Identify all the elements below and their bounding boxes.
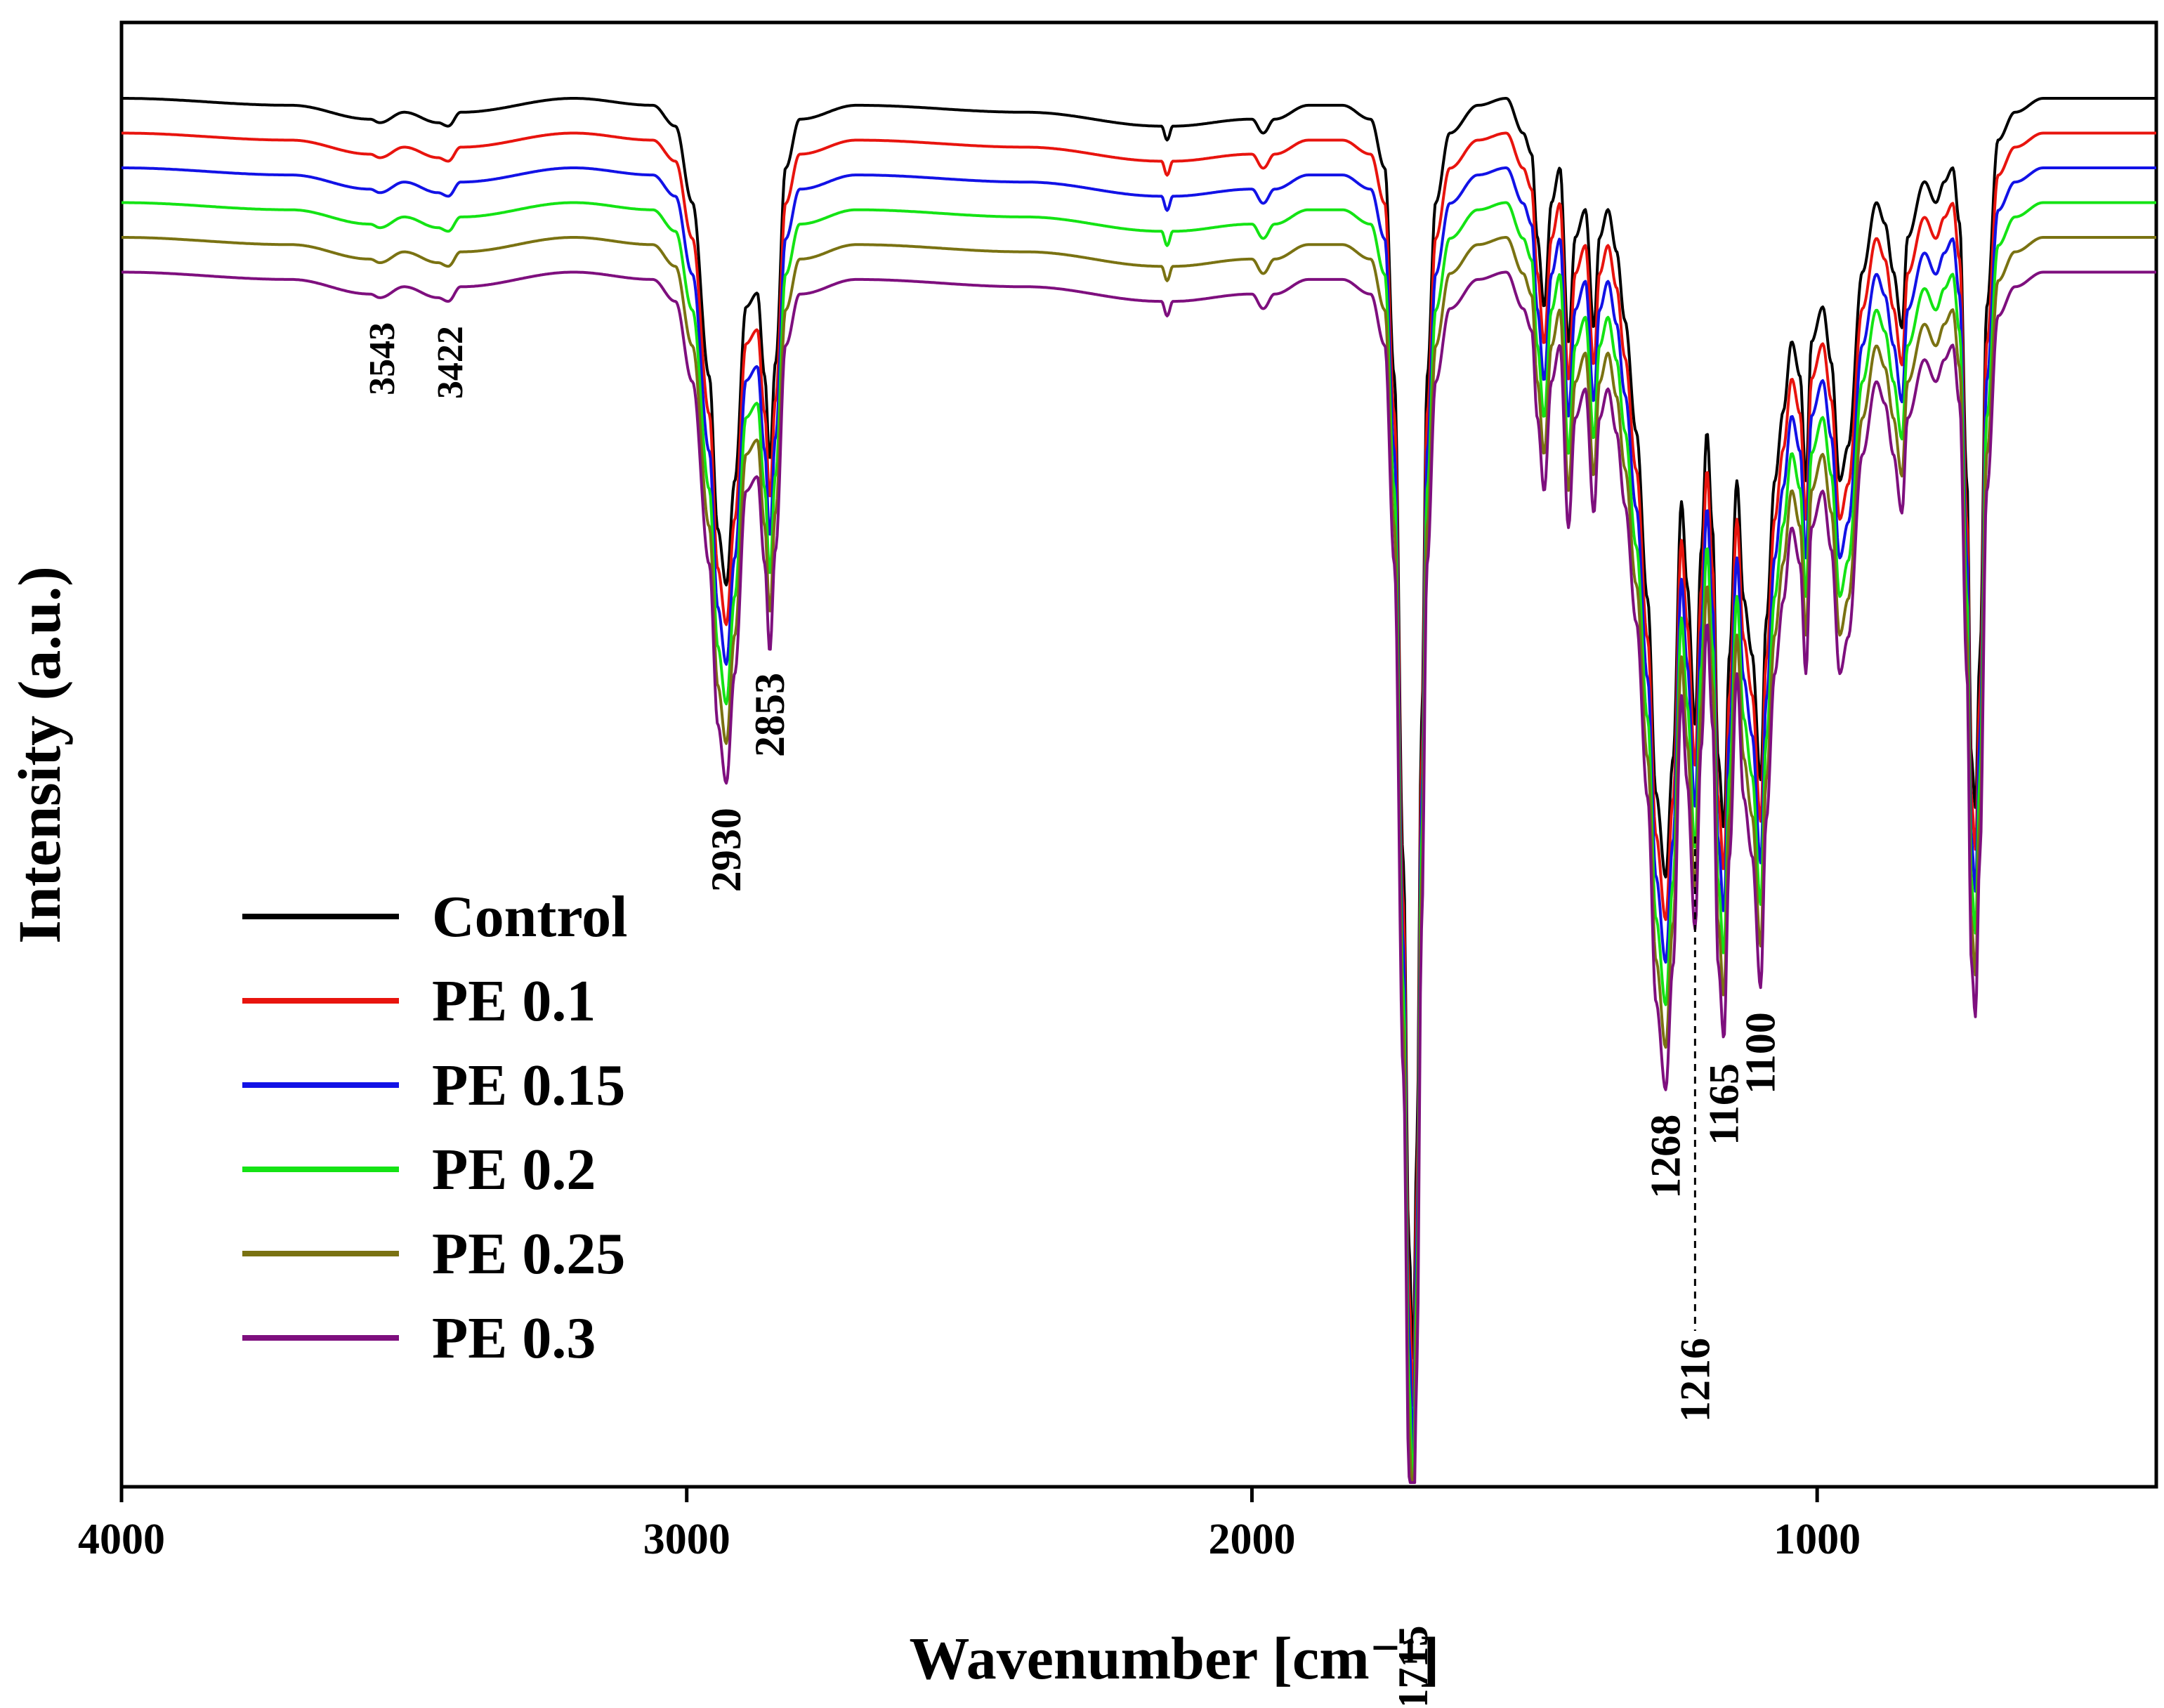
series-line-control [121,97,2157,1360]
x-tick-label: 4000 [78,1516,165,1563]
peak-annotation: 1268 [1643,1115,1689,1199]
peak-annotation: 2853 [747,673,793,757]
legend-item: Control [242,884,627,950]
peak-annotation: 1216 [1672,836,1718,1422]
peak-label: 3543 [362,322,402,395]
plot-frame [119,20,2158,1489]
peak-label: 3422 [431,326,471,399]
peak-annotation: 3422 [431,326,471,399]
peak-annotation: 3543 [362,322,402,395]
peak-annotation: 1165 [1700,1063,1747,1145]
peak-label: 1165 [1700,1063,1747,1145]
series-line-pe-0-1 [121,131,2157,1407]
x-tick-label: 3000 [643,1516,730,1563]
x-tick-label: 2000 [1208,1516,1295,1563]
legend-label: PE 0.3 [432,1306,596,1371]
y-axis-title: Intensity (a.u.) [6,566,73,944]
series-line-pe-0-2 [121,201,2157,1484]
legend-item: PE 0.3 [242,1306,596,1371]
peak-label: 1216 [1672,1338,1718,1422]
series-line-pe-0-15 [121,166,2157,1454]
x-axis-title: Wavenumber [cm⁻¹] [909,1624,1439,1692]
peak-annotation: 1715 [1390,1625,1436,1708]
series-line-pe-0-25 [121,236,2157,1484]
legend-item: PE 0.25 [242,1221,625,1287]
legend-label: PE 0.25 [432,1221,625,1287]
series-line-pe-0-3 [121,270,2157,1484]
legend-item: PE 0.1 [242,968,596,1034]
legend-label: Control [432,884,627,950]
legend-label: PE 0.15 [432,1053,625,1118]
legend-item: PE 0.15 [242,1053,625,1118]
legend: Control PE 0.1 PE 0.15 PE 0.2 PE 0.25 PE 0.3 [242,884,627,1371]
x-tick-label: 1000 [1773,1516,1861,1563]
peak-label: 2853 [747,673,793,757]
legend-label: PE 0.2 [432,1137,596,1202]
peak-annotation: 2930 [703,808,749,892]
peak-annotation: 1100 [1738,1012,1784,1094]
peak-label: 1100 [1738,1012,1784,1094]
legend-item: PE 0.2 [242,1137,596,1202]
x-axis-ticks: 4000 3000 2000 1000 [78,1487,1861,1563]
peak-label: 2930 [703,808,749,892]
peak-label: 1268 [1643,1115,1689,1199]
legend-label: PE 0.1 [432,968,596,1034]
series-layer [121,97,2157,1484]
peak-label: 1715 [1390,1625,1436,1704]
